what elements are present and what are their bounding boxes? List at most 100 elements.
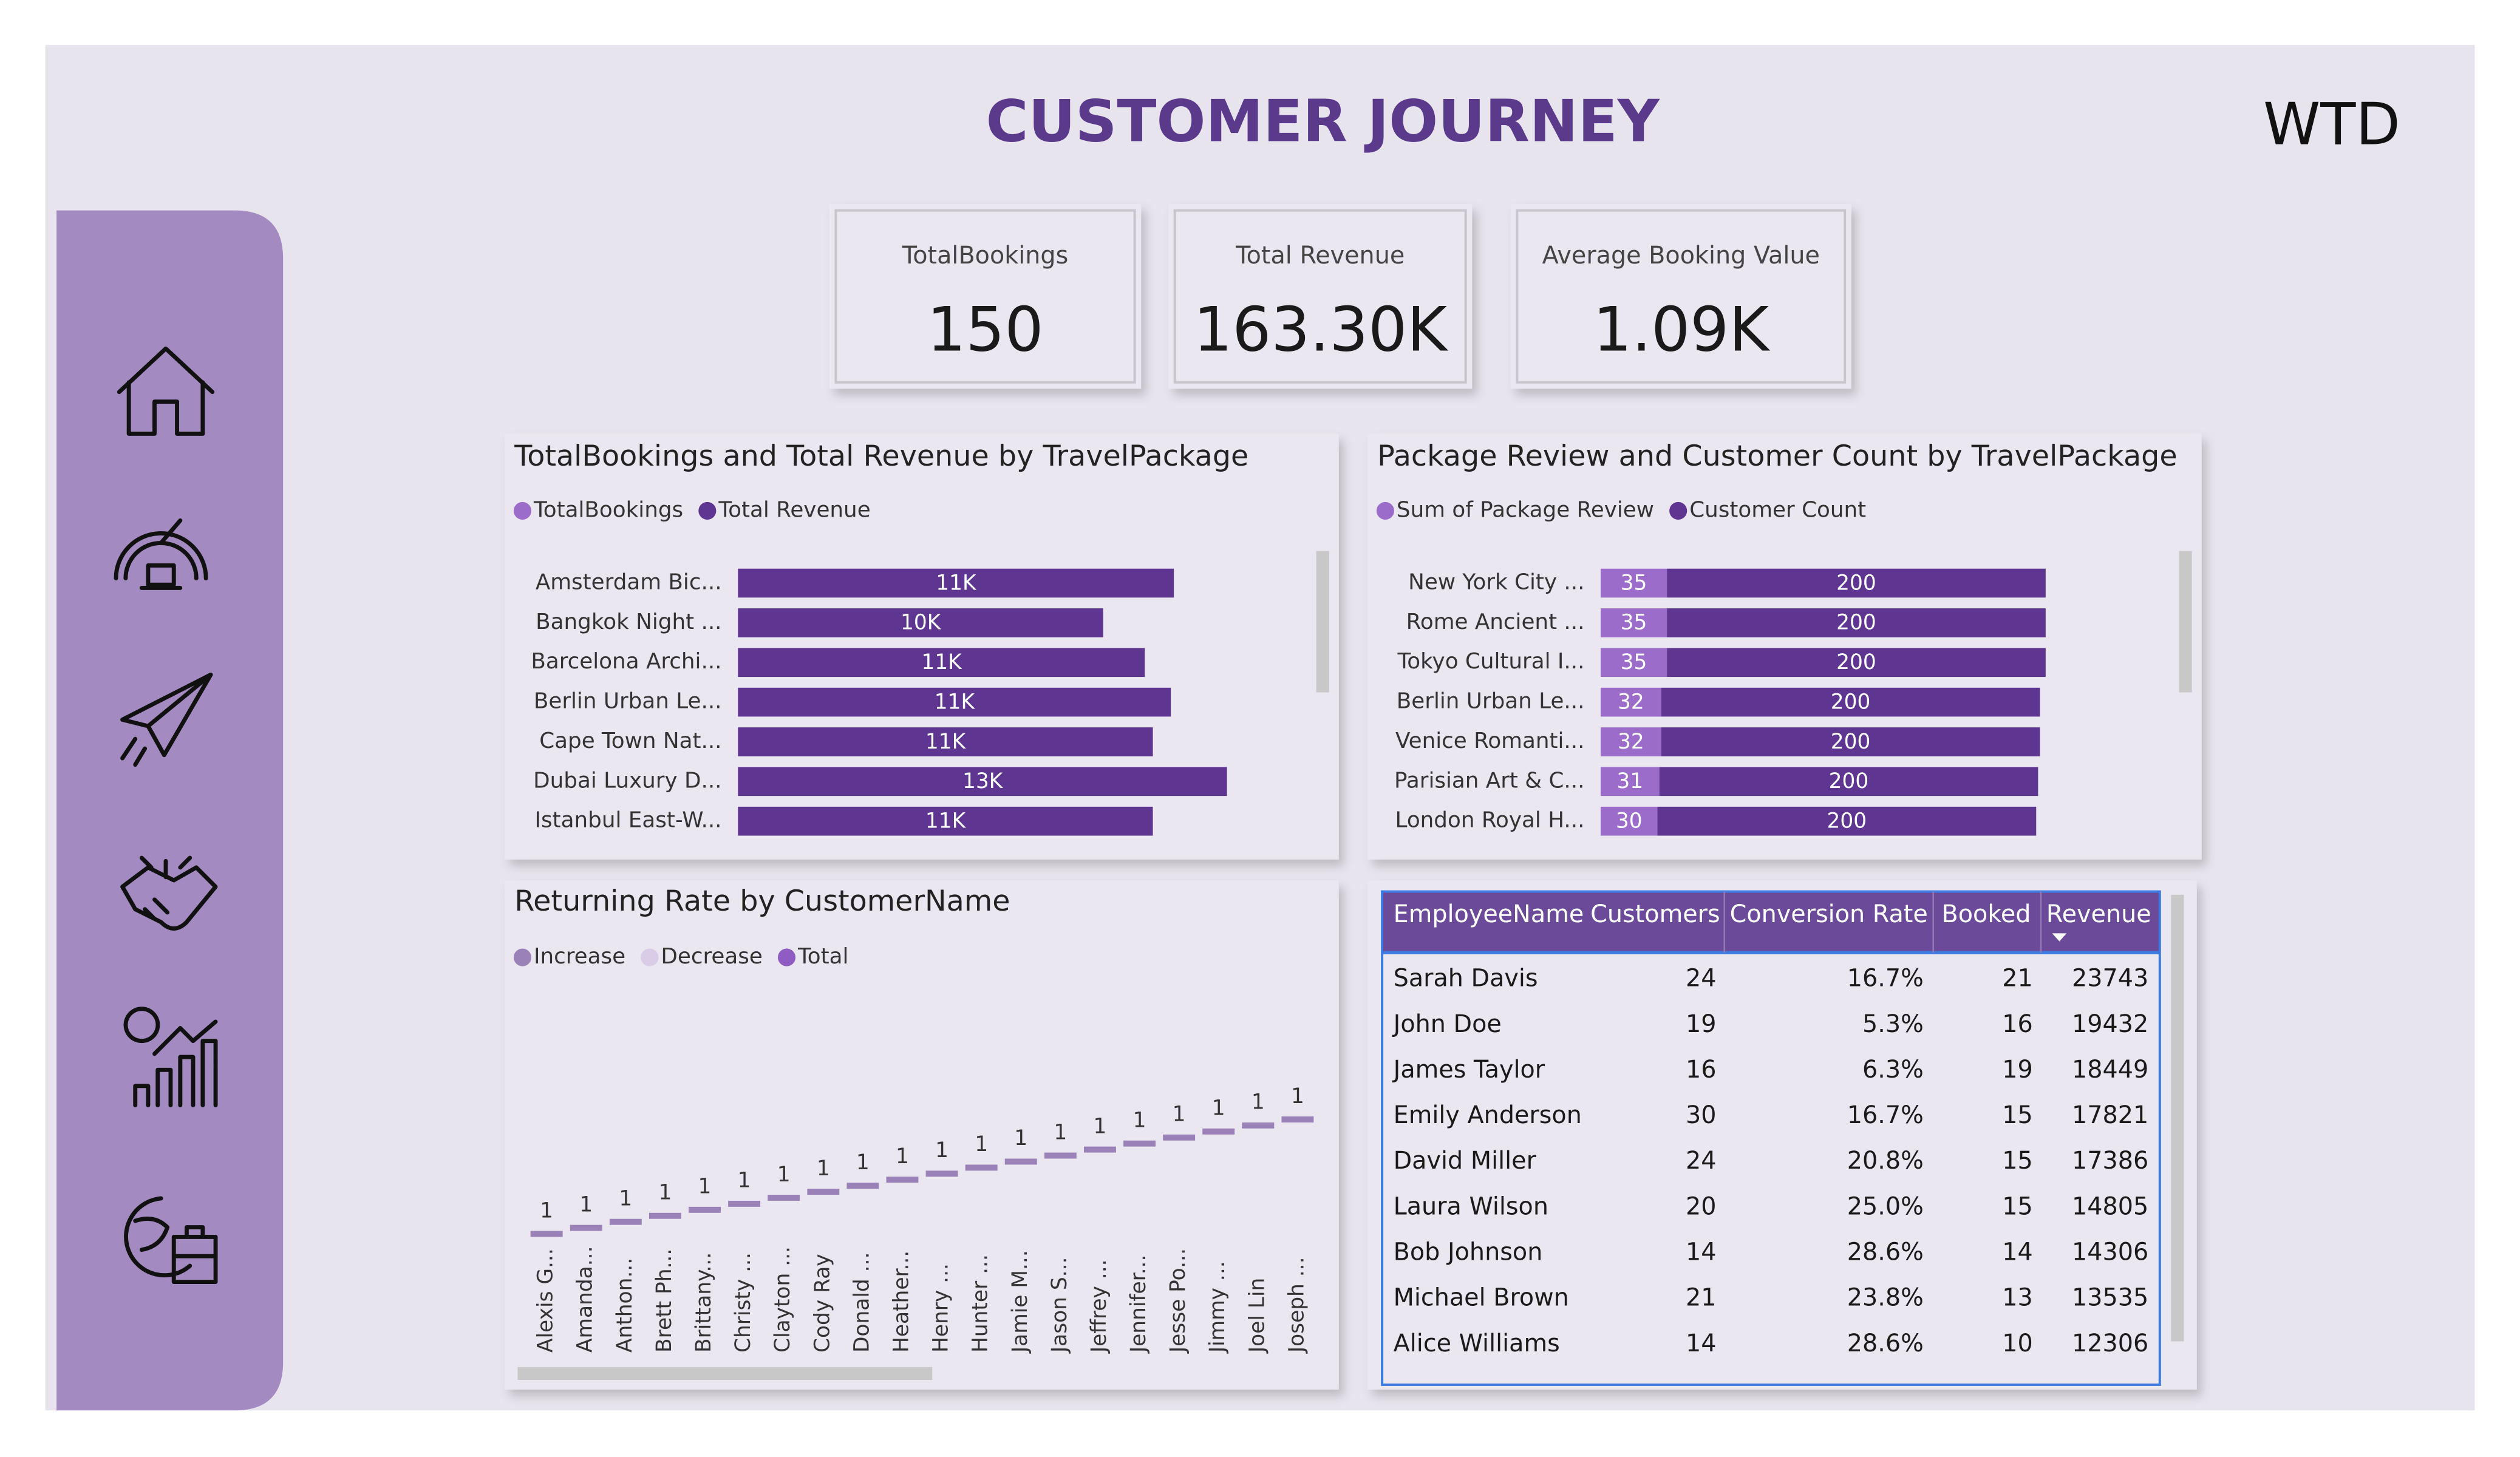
- bar-label: 13K: [962, 769, 1004, 793]
- step-label: 1: [1291, 1084, 1304, 1109]
- table-cell: 24: [1686, 965, 1717, 993]
- legend-label: Decrease: [661, 944, 762, 969]
- category-label: Jeffrey ...: [1087, 1259, 1111, 1354]
- scrollbar: [2179, 551, 2192, 693]
- bar: [738, 767, 1227, 796]
- bar-label: 35: [1621, 571, 1647, 595]
- kpi-value: 1.09K: [1593, 294, 1771, 365]
- table-cell: 17821: [2072, 1101, 2148, 1129]
- bar: [1661, 727, 2040, 756]
- globe-icon[interactable]: [124, 1196, 218, 1285]
- step-label: 1: [1094, 1114, 1107, 1138]
- bar: [1600, 608, 1667, 637]
- kpi-border: [1516, 209, 1847, 384]
- category-label: Joseph ...: [1284, 1257, 1309, 1354]
- legend-label: Customer Count: [1689, 497, 1866, 522]
- category-label: Istanbul East-W...: [534, 808, 721, 833]
- step-label: 1: [619, 1186, 632, 1211]
- table-cell: 18449: [2072, 1056, 2148, 1084]
- category-label: Rome Ancient ...: [1406, 610, 1585, 634]
- waterfall-step: [1163, 1134, 1196, 1141]
- bar: [738, 687, 1171, 717]
- bar-label: 35: [1621, 611, 1647, 635]
- category-label: Venice Romanti...: [1395, 728, 1585, 753]
- bar: [1600, 767, 1660, 796]
- waterfall-step: [689, 1206, 721, 1213]
- category-label: Heather...: [889, 1251, 913, 1353]
- table-cell: 23.8%: [1847, 1284, 1924, 1312]
- bar-label: 200: [1827, 809, 1867, 834]
- table-cell: 16.7%: [1847, 1101, 1924, 1129]
- kpi-value: 163.30K: [1193, 294, 1449, 365]
- table-cell: 20.8%: [1847, 1147, 1924, 1175]
- handshake-icon[interactable]: [120, 855, 218, 931]
- table-cell: 28.6%: [1847, 1330, 1924, 1357]
- kpi-label: Average Booking Value: [1542, 242, 1820, 270]
- legend-swatch: [1669, 501, 1687, 520]
- category-label: Jimmy ...: [1205, 1261, 1230, 1354]
- table-cell: 20: [1686, 1192, 1717, 1220]
- category-label: New York City ...: [1408, 570, 1584, 595]
- sort-indicator: [2052, 933, 2067, 942]
- bar: [1667, 648, 2046, 678]
- column-header: EmployeeName: [1394, 900, 1584, 928]
- kpi-label: TotalBookings: [902, 242, 1069, 270]
- table-cell: 12306: [2072, 1330, 2148, 1357]
- legend-label: Total Revenue: [718, 497, 870, 522]
- table-cell: 16: [2002, 1010, 2033, 1038]
- category-label: Hunter ...: [969, 1254, 993, 1353]
- bar: [738, 608, 1103, 637]
- bar-label: 200: [1831, 730, 1871, 754]
- table-cell: 15: [2002, 1192, 2033, 1220]
- category-label: Anthon...: [613, 1258, 637, 1353]
- plane-icon[interactable]: [120, 672, 213, 767]
- logo: WTD: [2263, 92, 2400, 158]
- legend-swatch: [641, 948, 659, 966]
- bar-label: 11K: [925, 809, 967, 834]
- dashboard-title: CUSTOMER JOURNEY: [986, 88, 1660, 155]
- panel: [1367, 880, 2197, 1390]
- bar: [1600, 568, 1667, 598]
- chart-title: Package Review and Customer Count by Tra…: [1377, 440, 2177, 473]
- table-cell: 30: [1686, 1101, 1717, 1129]
- category-label: Amanda...: [573, 1246, 598, 1353]
- bar: [738, 727, 1153, 756]
- table-cell: 16: [1686, 1056, 1717, 1084]
- gauge-icon[interactable]: [114, 518, 208, 590]
- step-label: 1: [935, 1138, 948, 1163]
- category-label: Alexis G...: [534, 1248, 558, 1353]
- table-cell: 13535: [2072, 1284, 2148, 1312]
- revenue-icon[interactable]: [123, 1007, 218, 1107]
- waterfall-step: [1044, 1152, 1077, 1159]
- bar: [1600, 687, 1661, 717]
- kpi-label: Total Revenue: [1235, 242, 1405, 270]
- step-label: 1: [1054, 1120, 1067, 1144]
- column-header: Customers: [1590, 900, 1720, 928]
- category-label: Joel Lin: [1245, 1278, 1269, 1354]
- step-label: 1: [738, 1169, 751, 1193]
- table-cell: 10: [2002, 1330, 2033, 1357]
- table-cell: 14: [1686, 1330, 1717, 1357]
- chart-title: Returning Rate by CustomerName: [514, 885, 1010, 918]
- bar: [1667, 568, 2046, 598]
- waterfall-step: [965, 1164, 998, 1171]
- scrollbar: [517, 1367, 933, 1380]
- kpi-card: [829, 204, 1142, 389]
- bar: [738, 568, 1174, 598]
- category-label: Jesse Po...: [1166, 1248, 1190, 1354]
- waterfall-step: [530, 1231, 563, 1237]
- home-icon[interactable]: [117, 346, 215, 436]
- bar-label: 35: [1621, 650, 1647, 674]
- nav-icons[interactable]: [114, 346, 218, 1285]
- category-label: Henry ...: [929, 1263, 953, 1353]
- category-label: Bangkok Night ...: [536, 610, 721, 634]
- step-label: 1: [1133, 1108, 1146, 1132]
- legend-swatch: [513, 501, 531, 520]
- kpi-card: [1168, 204, 1473, 389]
- table-cell: 17386: [2072, 1147, 2148, 1175]
- bar-label: 11K: [925, 730, 967, 754]
- waterfall-step: [570, 1224, 602, 1231]
- panel: [505, 880, 1339, 1390]
- step-label: 1: [1173, 1102, 1186, 1127]
